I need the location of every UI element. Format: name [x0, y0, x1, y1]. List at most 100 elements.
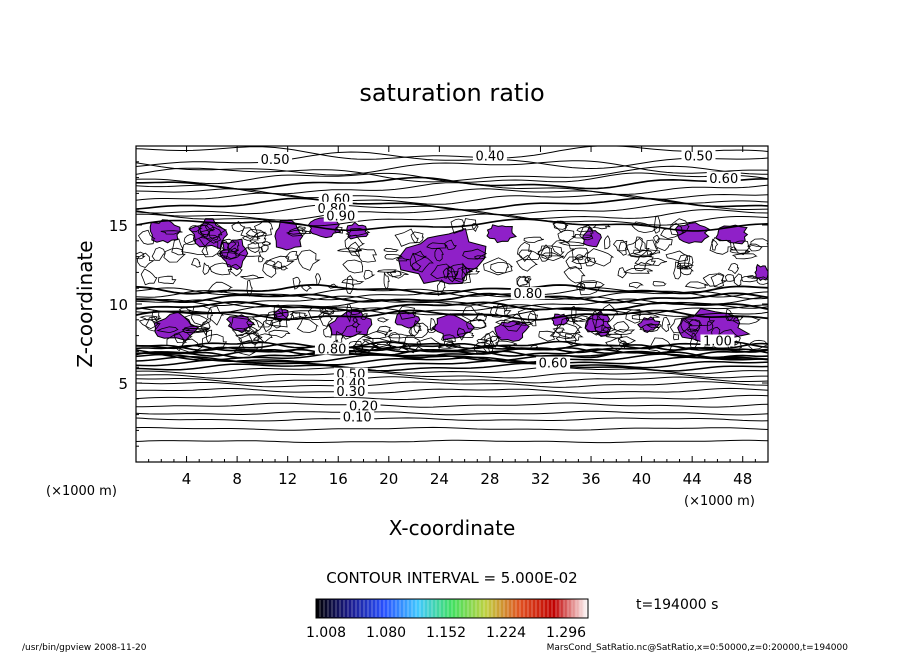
contour-line — [139, 315, 162, 321]
contour-line — [623, 267, 653, 274]
contour-line — [220, 239, 231, 260]
contour-line — [645, 257, 668, 267]
contour-line — [171, 238, 184, 256]
contour-line — [361, 330, 388, 339]
contour-label: 0.80 — [513, 287, 542, 302]
contour-line — [437, 279, 446, 297]
contour-line — [253, 219, 274, 238]
y-tick-label: 15 — [109, 217, 128, 235]
contour-line — [376, 269, 397, 273]
y-tick-label: 5 — [118, 375, 128, 393]
contour-line — [441, 334, 457, 343]
contour-line — [207, 305, 224, 326]
contour-line — [352, 317, 359, 323]
contour-line — [490, 262, 514, 274]
contour-line — [136, 172, 768, 185]
colorbar-label: 1.152 — [426, 625, 466, 641]
contour-line — [273, 304, 284, 318]
contour-label-bg — [700, 334, 735, 347]
contour-line — [634, 236, 643, 254]
contour-line — [136, 304, 768, 315]
x-tick-label: 48 — [733, 470, 752, 488]
contour-label-bg — [333, 367, 368, 380]
contour-line — [683, 315, 716, 327]
y-axis-label: Z-coordinate — [73, 240, 97, 367]
contour-line — [732, 240, 752, 256]
contour-line — [676, 265, 689, 270]
contour-line — [285, 229, 312, 235]
contour-line — [461, 306, 480, 322]
x-tick-label: 20 — [379, 470, 398, 488]
contour-line — [136, 355, 768, 366]
contour-line — [613, 329, 636, 335]
contour-line — [604, 235, 611, 250]
contour-line — [136, 410, 768, 416]
contour-line — [601, 327, 616, 333]
contour-line — [301, 284, 313, 292]
contour-line — [576, 226, 593, 233]
contour-line — [258, 255, 265, 263]
contour-line — [396, 257, 410, 262]
contour-line — [136, 213, 768, 227]
contour-label-bg — [340, 410, 375, 423]
contour-line — [345, 275, 355, 295]
x-unit-left: (×1000 m) — [46, 484, 117, 499]
contour-line — [495, 303, 507, 318]
contour-line — [408, 325, 422, 336]
contour-line — [733, 273, 743, 287]
contour-line — [625, 309, 641, 324]
x-axis-label: X-coordinate — [389, 516, 516, 540]
contour-label: 0.50 — [261, 153, 290, 168]
contour-line — [136, 371, 768, 379]
contour-line — [631, 221, 659, 234]
contour-line — [495, 319, 521, 328]
contour-line — [280, 265, 289, 271]
contour-line — [307, 307, 327, 321]
contour-line — [334, 226, 343, 234]
contour-line — [684, 281, 709, 289]
contour-line — [574, 254, 586, 261]
contour-line — [673, 261, 682, 280]
contour-line — [252, 333, 273, 343]
contour-line — [296, 226, 307, 232]
contour-label: 0.40 — [475, 150, 504, 165]
x-tick-label: 36 — [581, 470, 600, 488]
contour-line — [476, 338, 489, 344]
contour-line — [725, 274, 735, 282]
contour-line — [653, 234, 661, 244]
contour-line — [555, 331, 584, 343]
contour-line — [652, 280, 667, 287]
x-tick-label: 28 — [480, 470, 499, 488]
contour-label: 0.10 — [343, 410, 372, 425]
contour-line — [680, 318, 701, 339]
contour-line — [246, 318, 265, 334]
contour-line — [628, 281, 644, 289]
contour-line — [401, 336, 422, 354]
contour-line — [233, 339, 259, 356]
contour-line — [409, 252, 434, 273]
contour-line — [136, 295, 768, 306]
contour-line — [383, 247, 399, 253]
contour-line — [558, 241, 585, 246]
contour-line — [136, 192, 768, 205]
contour-line — [315, 273, 322, 286]
contour-line — [361, 340, 375, 353]
contour-line — [136, 426, 768, 431]
contour-line — [460, 267, 481, 276]
contour-line — [376, 325, 393, 335]
contour-line — [540, 246, 553, 259]
contour-line — [199, 226, 223, 244]
contour-line — [462, 248, 487, 260]
contour-line — [178, 307, 192, 314]
contour-line — [238, 331, 266, 353]
colorbar-labels: 1.008 1.080 1.152 1.224 1.296 — [306, 625, 586, 641]
contour-line — [136, 309, 768, 321]
contour-line — [524, 275, 532, 284]
contour-line — [430, 263, 459, 280]
supersaturated-region — [486, 224, 517, 244]
contour-line — [571, 247, 589, 261]
contour-line — [237, 247, 264, 257]
contour-line — [289, 312, 308, 319]
contour-line — [702, 273, 727, 287]
contour-line — [335, 330, 344, 345]
